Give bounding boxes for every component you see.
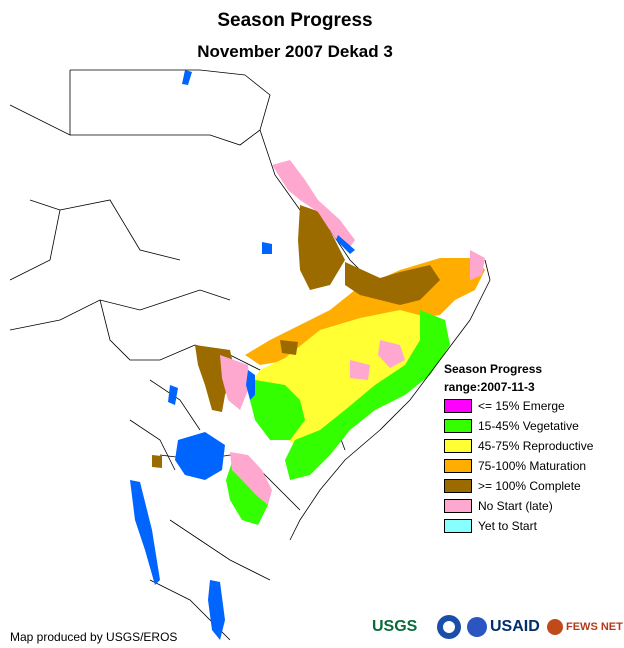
- legend-item: 15-45% Vegetative: [444, 416, 593, 436]
- legend-swatch: [444, 399, 472, 413]
- legend-item: 45-75% Reproductive: [444, 436, 593, 456]
- region-nostart-somalia: [470, 250, 485, 280]
- legend-items: <= 15% Emerge 15-45% Vegetative 45-75% Rep…: [444, 396, 593, 536]
- legend-label: No Start (late): [478, 499, 553, 513]
- coastline: [289, 259, 491, 541]
- region-vegetative-2: [250, 380, 305, 440]
- region-nostart-east: [378, 340, 405, 368]
- legend-label: 75-100% Maturation: [478, 459, 587, 473]
- usaid-logo: USAID: [490, 612, 540, 642]
- legend-label: 15-45% Vegetative: [478, 419, 579, 433]
- legend-label: 45-75% Reproductive: [478, 439, 594, 453]
- nile-north: [182, 70, 192, 85]
- legend-range: range:2007-11-3: [444, 380, 535, 394]
- lake-malawi: [208, 580, 225, 640]
- legend-item: 75-100% Maturation: [444, 456, 593, 476]
- legend-label: <= 15% Emerge: [478, 399, 565, 413]
- map-title: Season Progress: [217, 10, 373, 31]
- region-nostart-south: [350, 360, 370, 380]
- fews-logo: FEWS NET: [546, 612, 623, 642]
- legend-swatch: [444, 459, 472, 473]
- season-regions: [152, 160, 485, 525]
- fews-logo-text: FEWS NET: [566, 621, 623, 633]
- legend-swatch: [444, 519, 472, 533]
- usgs-logo-text: USGS: [372, 618, 418, 635]
- nasa-logo: [466, 612, 488, 642]
- legend-swatch: [444, 419, 472, 433]
- noaa-logo: [436, 612, 462, 642]
- lake-tanganyika: [130, 480, 160, 585]
- legend-title: Season Progress: [444, 362, 543, 376]
- legend-swatch: [444, 499, 472, 513]
- legend-swatch: [444, 479, 472, 493]
- legend-item: >= 100% Complete: [444, 476, 593, 496]
- legend-item: No Start (late): [444, 496, 593, 516]
- region-complete-tz: [152, 455, 162, 468]
- usaid-logo-text: USAID: [490, 618, 540, 635]
- legend-label: Yet to Start: [478, 519, 537, 533]
- region-nostart-eritrea: [272, 160, 355, 250]
- map-subtitle: November 2007 Dekad 3: [197, 42, 393, 61]
- red-sea-coast: [336, 235, 355, 254]
- region-nostart-kenya: [220, 355, 250, 410]
- legend-item: Yet to Start: [444, 516, 593, 536]
- legend-label: >= 100% Complete: [478, 479, 581, 493]
- region-nostart-tz: [230, 452, 272, 505]
- region-complete-small: [280, 340, 298, 355]
- usgs-logo: USGS: [372, 612, 417, 642]
- map-credit: Map produced by USGS/EROS: [10, 630, 178, 644]
- region-vegetative: [285, 310, 450, 480]
- lake-turkana: [246, 370, 255, 400]
- region-complete-ethiopia: [298, 205, 345, 290]
- region-complete-east: [345, 262, 440, 305]
- map-legend: Season Progress range:2007-11-3 <= 15% E…: [444, 360, 593, 536]
- water-bodies: [130, 70, 355, 640]
- lake-victoria: [175, 432, 225, 480]
- lake-albert: [168, 385, 178, 405]
- legend-swatch: [444, 439, 472, 453]
- lake-tana: [262, 242, 272, 254]
- legend-item: <= 15% Emerge: [444, 396, 593, 416]
